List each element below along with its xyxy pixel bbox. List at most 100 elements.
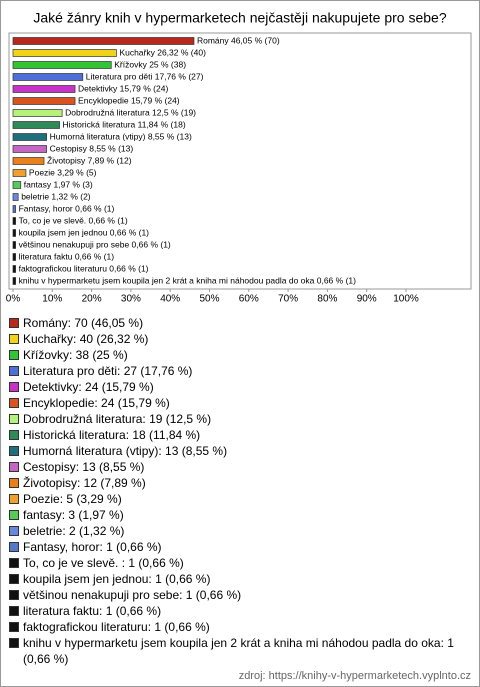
source: zdroj: https://knihy-v-hypermarketech.vy… (238, 670, 471, 682)
legend-swatch (9, 574, 19, 584)
legend-item: Poezie: 5 (3,29 %) (9, 491, 469, 507)
bar (12, 193, 19, 201)
chart: Jaké žánry knih v hypermarketech nejčast… (6, 10, 472, 305)
bar (12, 109, 63, 117)
bar-label: Životopisy 7,89 % (12) (47, 155, 132, 165)
bar (12, 169, 27, 177)
legend-label: Literatura pro děti: 27 (17,76 %) (23, 364, 193, 378)
legend-item: fantasy: 3 (1,97 %) (9, 507, 469, 523)
x-tick-label: 90% (357, 294, 377, 305)
legend-label: To, co je ve slevě. : 1 (0,66 %) (23, 556, 184, 570)
plot-frame (8, 32, 472, 290)
bar-label: fantasy 1,97 % (3) (24, 179, 93, 189)
legend-label: Dobrodružná literatura: 19 (12,5 %) (23, 412, 212, 426)
bar (12, 133, 47, 141)
legend-label: Křížovky: 38 (25 %) (23, 348, 128, 362)
bar (12, 241, 16, 249)
legend-item: faktografickou literaturu: 1 (0,66 %) (9, 619, 469, 635)
x-tick-label: 50% (199, 294, 219, 305)
legend-label: Encyklopedie: 24 (15,79 %) (23, 396, 170, 410)
bar (12, 49, 117, 57)
legend-swatch (9, 366, 19, 376)
legend-item: To, co je ve slevě. : 1 (0,66 %) (9, 555, 469, 571)
bar (12, 181, 22, 189)
bar-label: faktografickou literaturu 0,66 % (1) (19, 263, 149, 273)
chart-title: Jaké žánry knih v hypermarketech nejčast… (33, 10, 446, 26)
legend-swatch (9, 622, 19, 632)
legend-item: beletrie: 2 (1,32 %) (9, 523, 469, 539)
legend-swatch (9, 510, 19, 520)
bar-label: Kuchařky 26,32 % (40) (119, 47, 206, 57)
legend-label: Detektivky: 24 (15,79 %) (23, 380, 154, 394)
bar-label: beletrie 1,32 % (2) (21, 191, 91, 201)
x-tick-label: 100% (393, 294, 419, 305)
bar-label: Poezie 3,29 % (5) (29, 167, 97, 177)
bar-label: Dobrodružná literatura 12,5 % (19) (65, 107, 196, 117)
bar-label: Detektivky 15,79 % (24) (78, 83, 168, 93)
bar (12, 73, 84, 81)
legend-swatch (9, 590, 19, 600)
legend-item: Humorná literatura (vtipy): 13 (8,55 %) (9, 443, 469, 459)
legend-swatch (9, 606, 19, 616)
legend-item: Historická literatura: 18 (11,84 %) (9, 427, 469, 443)
legend-swatch (9, 462, 19, 472)
bar-label: literatura faktu 0,66 % (1) (19, 251, 115, 261)
legend-item: knihu v hypermarketu jsem koupila jen 2 … (9, 635, 469, 667)
legend-item: Romány: 70 (46,05 %) (9, 315, 469, 331)
legend-swatch (9, 526, 19, 536)
legend-label: fantasy: 3 (1,97 %) (23, 508, 124, 522)
bar-label: Humorná literatura (vtipy) 8,55 % (13) (50, 131, 192, 141)
legend-swatch (9, 318, 19, 328)
bar (12, 37, 195, 45)
legend-label: Historická literatura: 18 (11,84 %) (23, 428, 201, 442)
bar-label: Historická literatura 11,84 % (18) (63, 119, 186, 129)
x-tick-label: 80% (317, 294, 337, 305)
legend-swatch (9, 638, 19, 648)
legend-label: faktografickou literaturu: 1 (0,66 %) (23, 620, 210, 634)
legend-label: Cestopisy: 13 (8,55 %) (23, 460, 145, 474)
legend-item: Křížovky: 38 (25 %) (9, 347, 469, 363)
legend-label: Romány: 70 (46,05 %) (23, 316, 144, 330)
legend-swatch (9, 558, 19, 568)
bar-label: většinou nenakupuji pro sebe 0,66 % (1) (19, 239, 171, 249)
legend-item: Detektivky: 24 (15,79 %) (9, 379, 469, 395)
legend-swatch (9, 334, 19, 344)
legend-swatch (9, 382, 19, 392)
legend-swatch (9, 414, 19, 424)
bar (12, 229, 16, 237)
x-tick-label: 60% (239, 294, 259, 305)
legend-item: Encyklopedie: 24 (15,79 %) (9, 395, 469, 411)
bar-label: Encyklopedie 15,79 % (24) (78, 95, 180, 105)
bar (12, 61, 112, 69)
bar-label: knihu v hypermarketu jsem koupila jen 2 … (19, 275, 357, 285)
legend-label: většinou nenakupuji pro sebe: 1 (0,66 %) (23, 588, 242, 602)
legend-swatch (9, 398, 19, 408)
legend-swatch (9, 542, 19, 552)
bar-label: Fantasy, horor 0,66 % (1) (19, 203, 115, 213)
legend-item: Dobrodružná literatura: 19 (12,5 %) (9, 411, 469, 427)
legend-item: Cestopisy: 13 (8,55 %) (9, 459, 469, 475)
x-tick-label: 40% (160, 294, 180, 305)
legend: Romány: 70 (46,05 %) Kuchařky: 40 (26,32 … (9, 315, 469, 667)
x-tick-label: 10% (42, 294, 62, 305)
bar (12, 277, 16, 285)
legend-item: literatura faktu: 1 (0,66 %) (9, 603, 469, 619)
bar (12, 97, 76, 105)
bar-label: Literatura pro děti 17,76 % (27) (86, 71, 204, 81)
bar (12, 85, 76, 93)
legend-label: Fantasy, horor: 1 (0,66 %) (23, 540, 162, 554)
legend-swatch (9, 350, 19, 360)
bar-label: To, co je ve slevě. 0,66 % (1) (19, 215, 128, 225)
legend-item: Fantasy, horor: 1 (0,66 %) (9, 539, 469, 555)
bar (12, 157, 45, 165)
legend-label: literatura faktu: 1 (0,66 %) (23, 604, 162, 618)
legend-label: Humorná literatura (vtipy): 13 (8,55 %) (23, 444, 228, 458)
legend-swatch (9, 446, 19, 456)
legend-label: knihu v hypermarketu jsem koupila jen 2 … (23, 636, 454, 666)
x-tick-label: 30% (121, 294, 141, 305)
legend-item: většinou nenakupuji pro sebe: 1 (0,66 %) (9, 587, 469, 603)
bar (12, 253, 16, 261)
legend-swatch (9, 478, 19, 488)
legend-swatch (9, 494, 19, 504)
